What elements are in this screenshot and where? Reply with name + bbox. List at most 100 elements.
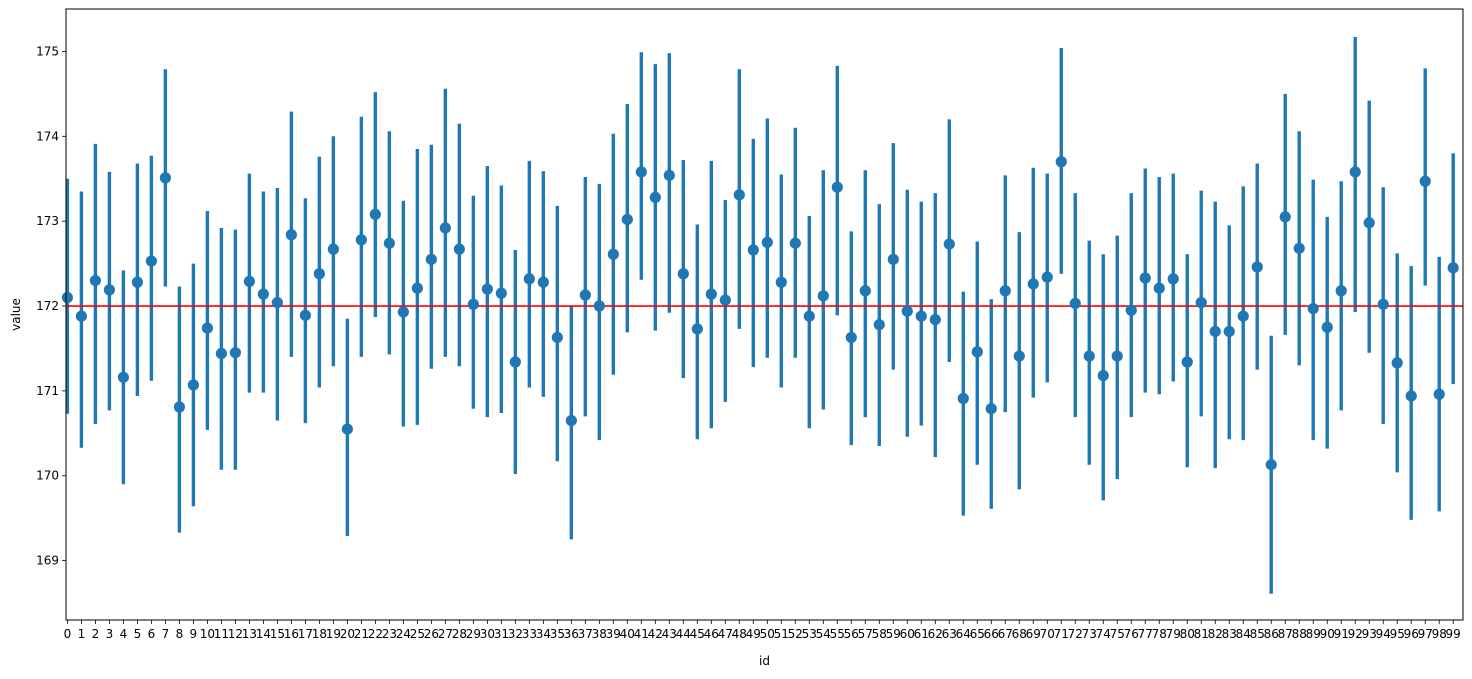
point-8 [173, 401, 185, 413]
point-85 [1251, 261, 1263, 273]
point-65 [971, 346, 983, 358]
x-tick-label: 7 [162, 627, 170, 641]
point-7 [159, 172, 171, 184]
x-tick-label: 2 [92, 627, 100, 641]
x-tick-label: 61 [914, 627, 929, 641]
x-tick-label: 93 [1362, 627, 1377, 641]
mean-points [61, 156, 1459, 471]
point-56 [845, 331, 857, 344]
x-tick-label: 48 [732, 627, 747, 641]
y-tick-label: 173 [36, 214, 59, 228]
x-tick-label: 21 [354, 627, 369, 641]
x-tick-label: 94 [1376, 627, 1391, 641]
x-tick-label: 38 [592, 627, 607, 641]
point-48 [733, 189, 745, 201]
y-tick-label: 169 [36, 554, 59, 568]
x-tick-label: 44 [676, 627, 691, 641]
x-tick-label: 91 [1334, 627, 1349, 641]
point-16 [285, 229, 297, 241]
x-tick-label: 0 [64, 627, 72, 641]
point-83 [1223, 325, 1235, 338]
x-tick-label: 62 [928, 627, 943, 641]
point-17 [299, 309, 311, 321]
x-tick-label: 8 [176, 627, 184, 641]
point-64 [957, 392, 969, 405]
point-14 [257, 288, 269, 300]
x-tick-label: 20 [340, 627, 355, 641]
x-tick-label: 92 [1348, 627, 1363, 641]
point-68 [1013, 350, 1025, 362]
point-81 [1195, 297, 1207, 309]
x-tick-label: 64 [956, 627, 971, 641]
x-axis-label: id [759, 654, 770, 668]
x-tick-label: 77 [1138, 627, 1153, 641]
point-50 [761, 236, 773, 248]
x-tick-label: 59 [886, 627, 901, 641]
point-59 [887, 253, 899, 265]
x-tick-label: 65 [970, 627, 985, 641]
point-20 [341, 423, 353, 435]
point-49 [747, 244, 759, 256]
point-52 [789, 237, 801, 249]
x-tick-label: 81 [1194, 627, 1209, 641]
x-tick-label: 69 [1026, 627, 1041, 641]
x-tick-label: 41 [634, 627, 649, 641]
point-51 [775, 276, 787, 288]
point-11 [215, 347, 227, 360]
x-tick-label: 67 [998, 627, 1013, 641]
point-91 [1335, 285, 1347, 297]
point-46 [705, 288, 717, 300]
x-tick-label: 32 [508, 627, 523, 641]
x-tick-label: 52 [788, 627, 803, 641]
x-tick-label: 26 [424, 627, 439, 641]
x-tick-label: 33 [522, 627, 537, 641]
point-31 [495, 287, 507, 299]
point-33 [523, 273, 535, 285]
y-tick-label: 174 [36, 129, 59, 143]
point-43 [663, 169, 675, 181]
x-tick-label: 99 [1446, 627, 1461, 641]
x-tick-label: 17 [298, 627, 313, 641]
x-tick-label: 71 [1054, 627, 1069, 641]
point-94 [1377, 298, 1389, 310]
point-12 [229, 347, 241, 359]
x-tick-label: 4 [120, 627, 128, 641]
point-29 [467, 298, 479, 310]
x-tick-label: 96 [1404, 627, 1419, 641]
point-18 [313, 268, 325, 280]
x-tick-label: 51 [774, 627, 789, 641]
x-tick-label: 10 [200, 627, 215, 641]
point-21 [355, 234, 367, 246]
point-80 [1181, 356, 1193, 368]
point-58 [873, 319, 885, 331]
x-tick-label: 29 [466, 627, 481, 641]
point-22 [369, 208, 381, 220]
point-34 [537, 276, 549, 288]
y-axis-label: value [9, 298, 23, 331]
point-57 [859, 285, 871, 297]
x-tick-label: 78 [1152, 627, 1167, 641]
x-tick-label: 79 [1166, 627, 1181, 641]
point-98 [1433, 388, 1445, 400]
point-9 [187, 379, 199, 391]
x-tick-label: 47 [718, 627, 733, 641]
x-tick-label: 23 [382, 627, 397, 641]
point-15 [271, 297, 283, 309]
point-26 [425, 253, 437, 265]
point-70 [1041, 271, 1053, 283]
x-tick-label: 40 [620, 627, 635, 641]
point-5 [131, 276, 143, 288]
x-tick-label: 50 [760, 627, 775, 641]
x-tick-label: 87 [1278, 627, 1293, 641]
x-tick-label: 75 [1110, 627, 1125, 641]
x-tick-label: 70 [1040, 627, 1055, 641]
point-30 [481, 283, 493, 295]
x-tick-label: 86 [1264, 627, 1279, 641]
x-tick-label: 88 [1292, 627, 1307, 641]
x-tick-label: 95 [1390, 627, 1405, 641]
point-89 [1307, 302, 1319, 315]
x-tick-label: 56 [844, 627, 859, 641]
point-19 [327, 243, 339, 255]
x-tick-label: 24 [396, 627, 411, 641]
x-tick-label: 82 [1208, 627, 1223, 641]
